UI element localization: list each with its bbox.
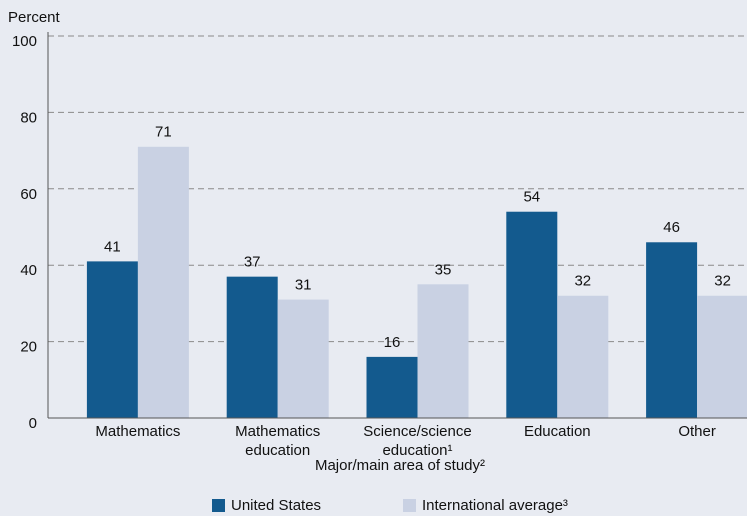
bar: [557, 295, 609, 418]
legend-label: United States: [231, 497, 321, 514]
bar: [277, 299, 329, 418]
y-tick-label: 40: [20, 262, 37, 279]
x-tick-label: Science/science education¹: [363, 423, 471, 459]
x-tick-label: Other: [678, 423, 716, 440]
bar: [506, 211, 558, 418]
value-label: 32: [574, 273, 591, 290]
bar: [137, 146, 189, 418]
bar: [86, 261, 138, 418]
y-tick-label: 60: [20, 186, 37, 203]
bar: [366, 356, 418, 418]
y-tick-label: 20: [20, 339, 37, 356]
value-label: 71: [155, 124, 172, 141]
bar: [226, 276, 278, 418]
y-tick-label: 80: [20, 109, 37, 126]
y-axis-label: Percent: [8, 9, 61, 26]
legend-swatch: [212, 499, 225, 512]
x-axis-label: Major/main area of study²: [315, 457, 485, 474]
legend-swatch: [403, 499, 416, 512]
x-tick-label: Mathematics education: [235, 423, 320, 459]
y-tick-label: 100: [12, 33, 37, 50]
value-label: 16: [384, 334, 401, 351]
value-label: 31: [295, 277, 312, 294]
value-label: 32: [714, 273, 731, 290]
value-label: 46: [663, 219, 680, 236]
y-tick-label: 0: [29, 415, 37, 432]
value-label: 54: [523, 189, 540, 206]
legend-label: International average³: [422, 497, 568, 514]
bar: [697, 295, 747, 418]
value-label: 37: [244, 254, 261, 271]
x-tick-label: Mathematics: [95, 423, 180, 440]
bar: [646, 242, 698, 418]
bar: [417, 284, 469, 418]
value-label: 35: [435, 261, 452, 278]
value-label: 41: [104, 238, 121, 255]
x-tick-label: Education: [524, 423, 591, 440]
